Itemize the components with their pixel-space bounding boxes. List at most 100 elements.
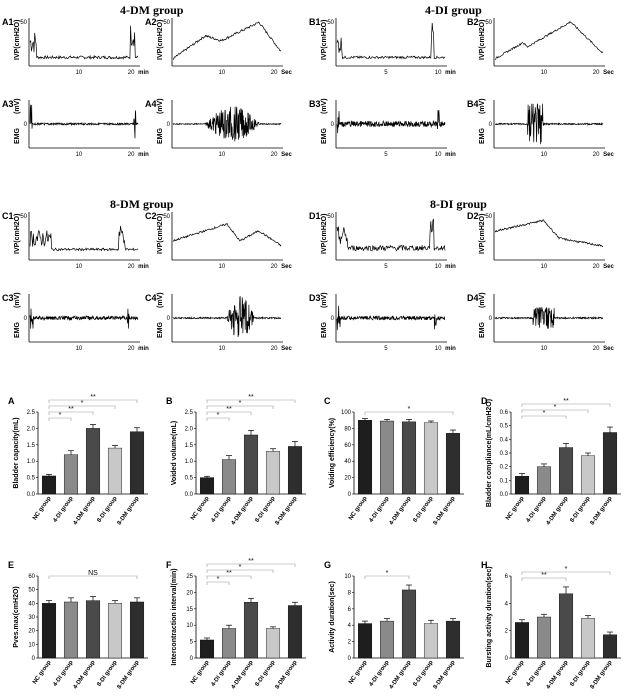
x-tick-label: 10 (435, 70, 442, 76)
y-axis-unit: (mV) (157, 98, 164, 114)
x-tick-label: 5 (384, 70, 388, 76)
y-axis-label: IVP(cmH2O) (157, 20, 164, 60)
x-tick-label: 10 (541, 264, 548, 270)
significance-label: * (217, 576, 220, 583)
x-tick-label: 4-DI group (53, 659, 75, 687)
y-tick-label: 5 (190, 640, 194, 646)
trace-panel-c2: C2 IVP(cmH2O) 50 10 20 Sec (145, 211, 292, 270)
significance-bracket (206, 581, 230, 585)
y-tick-label: 0.4 (500, 437, 509, 443)
x-tick-label: 10 (76, 346, 83, 352)
bar-5 (129, 431, 145, 495)
x-tick-label: 10 (435, 346, 442, 352)
significance-label: ** (248, 394, 254, 401)
x-unit-label: min (445, 152, 456, 158)
trace-panel-b4: B4 EMG (mV) 0 10 20 Sec (467, 98, 614, 158)
significance-label: * (217, 412, 220, 419)
x-tick-label: 8-DM group (590, 495, 614, 526)
x-unit-label: Sec (281, 70, 292, 76)
y-axis-label: IVP(cmH2O) (157, 214, 164, 254)
y-tick-label: 0 (190, 656, 194, 662)
y-axis-unit: (mV) (479, 98, 486, 114)
bar-3 (558, 447, 574, 495)
title-4di: 4-DI group (425, 3, 482, 17)
significance-bracket (48, 575, 138, 579)
y-tick-label: 1.5 (27, 443, 36, 449)
trace-panel-c3: C3 EMG (mV) 0 10 20 min (2, 292, 149, 352)
bar-1 (514, 622, 530, 659)
x-tick-label: 8-DM group (117, 495, 141, 526)
bar-3 (401, 589, 417, 659)
bar-2 (536, 466, 552, 495)
y-tick-label: 1.5 (185, 443, 194, 449)
y-axis-label: IVP(cmH2O) (14, 214, 21, 254)
y-tick-label: 0.0 (500, 492, 509, 498)
y-tick-label: 10 (186, 623, 193, 629)
x-tick-label: 20 (128, 264, 135, 270)
trace-label: A3 (2, 99, 14, 109)
x-tick-label: 4-DM group (231, 495, 255, 526)
y-axis-label: Bladder compliance(mL/cmH2O) (486, 399, 493, 507)
y-tick-label: 25 (186, 574, 193, 580)
y-tick-label: 50 (20, 20, 27, 26)
y-axis-label: Intercontraction interval(min) (171, 568, 178, 665)
y-tick-label: 0 (489, 122, 493, 128)
y-tick-label: 15 (186, 607, 193, 613)
signal-trace (172, 106, 282, 142)
bar-1 (41, 475, 57, 495)
x-tick-label: NC group (348, 495, 369, 521)
x-tick-label: 10 (435, 152, 442, 158)
significance-bracket (48, 417, 72, 421)
significance-label: * (81, 400, 84, 407)
bar-3 (558, 593, 574, 659)
trace-label: C4 (145, 293, 157, 303)
bar-chart-b: B Voided volume(mL) 0.0 0.5 1.0 1.5 2.0 2.5 NC g… (166, 394, 306, 526)
y-tick-label: 1.0 (27, 459, 36, 465)
significance-bracket (206, 405, 274, 409)
bar-2 (63, 601, 79, 659)
y-tick-label: 0 (489, 316, 493, 322)
y-tick-label: 60 (28, 574, 35, 580)
x-tick-label: 8-DI group (413, 495, 435, 523)
bar-4 (265, 628, 281, 659)
trace-label: C3 (2, 293, 14, 303)
y-tick-label: 0 (167, 122, 171, 128)
x-unit-label: min (445, 70, 456, 76)
bar-charts: A Bladder capacity(mL) 0.0 0.5 1.0 1.5 2.0 2.5 N… (8, 394, 621, 690)
signal-trace (29, 308, 139, 329)
y-axis-label: Bursting activity duration(sec) (486, 566, 493, 667)
x-tick-label: 8-DM group (275, 659, 299, 690)
y-tick-label: 50 (163, 20, 170, 26)
significance-bracket (48, 411, 94, 415)
significance-bracket (364, 411, 454, 415)
trace-panel-b3: B3 EMG (mV) 0 5 10 min (309, 98, 456, 158)
bar-4 (265, 451, 281, 495)
x-tick-label: 20 (593, 346, 600, 352)
title-8dm: 8-DM group (110, 197, 174, 211)
x-unit-label: min (138, 70, 149, 76)
chart-label: C (324, 396, 331, 406)
x-unit-label: min (445, 346, 456, 352)
x-tick-label: 5 (384, 346, 388, 352)
x-tick-label: 20 (128, 346, 135, 352)
x-tick-label: 10 (435, 264, 442, 270)
chart-label: H (481, 560, 488, 570)
bar-1 (514, 476, 530, 495)
signal-trace (172, 296, 281, 338)
bar-chart-a: A Bladder capacity(mL) 0.0 0.5 1.0 1.5 2.0 2.5 N… (8, 394, 148, 526)
y-tick-label: 0.6 (500, 410, 509, 416)
y-axis-label: EMG (157, 128, 164, 145)
x-tick-label: 20 (593, 264, 600, 270)
x-tick-label: 4-DM group (73, 495, 97, 526)
x-tick-label: 8-DM group (433, 659, 457, 690)
x-unit-label: min (138, 346, 149, 352)
trace-label: A4 (145, 99, 157, 109)
x-tick-label: 10 (541, 152, 548, 158)
trace-label: B3 (309, 99, 321, 109)
y-tick-label: 2.5 (27, 410, 36, 416)
bar-1 (357, 623, 373, 659)
y-tick-label: 4 (505, 601, 509, 607)
x-tick-label: 8-DI group (570, 659, 592, 687)
